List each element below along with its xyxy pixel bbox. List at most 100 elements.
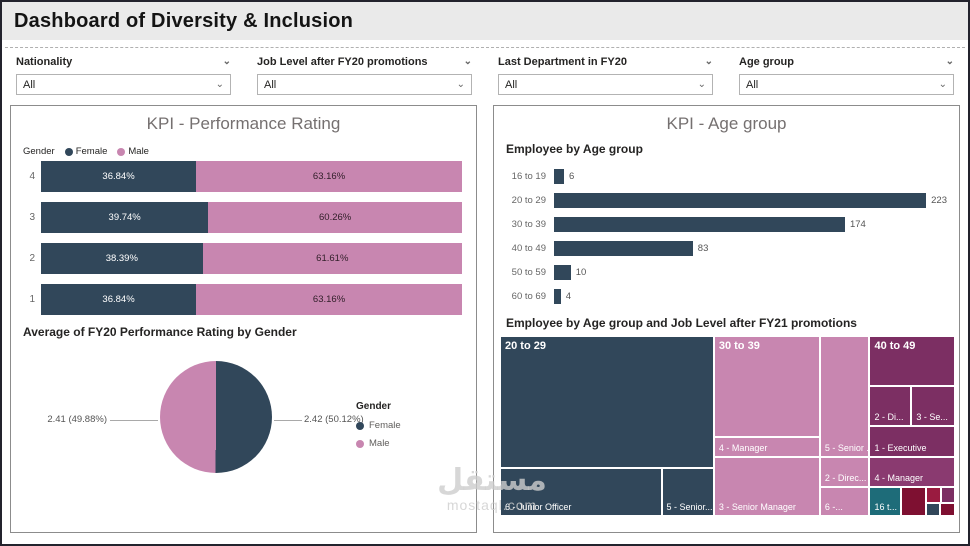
treemap-tile-label: 40 to 49 — [874, 340, 916, 352]
legend-male-label: Male — [128, 146, 149, 157]
treemap-tile[interactable]: 6 - Junior Officer — [500, 468, 662, 516]
chevron-down-icon[interactable]: ⌄ — [222, 56, 231, 67]
stacked-bar-row: 2 38.39% 61.61% — [19, 243, 462, 274]
slicer-nationality: Nationality ⌄ All ⌄ — [16, 56, 231, 95]
male-segment[interactable]: 60.26% — [208, 202, 462, 233]
treemap-tile[interactable]: 3 - Senior Manager — [713, 456, 820, 516]
female-segment[interactable]: 38.39% — [41, 243, 203, 274]
age-bar[interactable] — [554, 168, 565, 184]
stacked-bar-row: 3 39.74% 60.26% — [19, 202, 462, 233]
treemap-tile[interactable] — [901, 487, 926, 516]
treemap-tile[interactable]: 2 - Di... — [869, 386, 912, 426]
treemap-tile[interactable]: 2 - Direc... — [819, 456, 870, 488]
male-segment[interactable]: 63.16% — [196, 284, 462, 315]
age-bar[interactable] — [554, 288, 561, 304]
treemap-tile[interactable] — [941, 487, 955, 504]
slicer-dropdown[interactable]: All ⌄ — [739, 74, 954, 95]
age-bar-row: 40 to 49 83 — [504, 236, 947, 260]
slicer-label: Age group — [739, 56, 794, 68]
age-bar[interactable] — [554, 240, 693, 256]
bar-value-label: 223 — [931, 194, 947, 206]
pie-legend-male-label: Male — [369, 438, 390, 449]
treemap-tile[interactable]: 30 to 39 — [713, 336, 820, 437]
male-segment[interactable]: 61.61% — [202, 243, 462, 274]
dashed-separator — [5, 40, 965, 48]
pie-callout-line-right — [274, 420, 302, 421]
treemap-tile-label: 2 - Direc... — [824, 473, 867, 484]
age-bar[interactable] — [554, 216, 845, 232]
chevron-down-icon: ⌄ — [697, 78, 706, 90]
treemap-tile[interactable] — [925, 503, 941, 516]
treemap-tile[interactable]: 20 to 29 — [500, 336, 714, 469]
treemap-tile-label: 6 -... — [824, 501, 843, 512]
stacked-bar[interactable]: 38.39% 61.61% — [41, 243, 462, 274]
treemap-tile[interactable]: 4 - Manager — [713, 436, 820, 457]
treemap-tile[interactable] — [940, 503, 955, 516]
stacked-bar-row: 1 36.84% 63.16% — [19, 284, 462, 315]
legend-female-label: Female — [75, 146, 108, 157]
treemap-tile[interactable]: 40 to 49 — [869, 336, 955, 387]
age-bar[interactable] — [554, 264, 571, 280]
bar-track: 174 — [554, 216, 947, 232]
chevron-down-icon[interactable]: ⌄ — [704, 56, 713, 67]
age-bar-row: 50 to 59 10 — [504, 260, 947, 284]
chevron-down-icon[interactable]: ⌄ — [945, 56, 954, 67]
female-color-swatch — [356, 421, 364, 430]
performance-bar-chart: 4 36.84% 63.16% 3 39.74% 60.26% 2 38.39% 61.61% 1… — [19, 161, 462, 315]
treemap-tile[interactable]: 5 - Senior... — [661, 468, 714, 516]
chevron-down-icon: ⌄ — [938, 78, 947, 90]
female-segment[interactable]: 36.84% — [41, 161, 197, 192]
slicer-dropdown[interactable]: All ⌄ — [498, 74, 713, 95]
gender-legend: Gender Female Male — [23, 146, 476, 157]
slicer-dropdown[interactable]: All ⌄ — [257, 74, 472, 95]
treemap-title: Employee by Age group and Job Level afte… — [506, 316, 857, 330]
slicer-dropdown[interactable]: All ⌄ — [16, 74, 231, 95]
male-segment[interactable]: 63.16% — [196, 161, 462, 192]
panels-row: KPI - Performance Rating Gender Female M… — [2, 95, 968, 533]
treemap-tile[interactable]: 16 t... — [869, 487, 902, 516]
y-axis-label: 40 to 49 — [511, 242, 546, 254]
bar-value-label: 6 — [569, 170, 575, 182]
stacked-bar[interactable]: 39.74% 60.26% — [41, 202, 462, 233]
bar-track: 4 — [554, 288, 947, 304]
treemap-tile[interactable]: 4 - Manager — [869, 456, 955, 488]
age-bar-row: 30 to 39 174 — [504, 212, 947, 236]
y-axis-label: 1 — [29, 294, 35, 305]
treemap-tile-label: 5 - Senior ... — [824, 442, 870, 453]
chevron-down-icon[interactable]: ⌄ — [463, 56, 472, 67]
age-bar-chart-title: Employee by Age group — [506, 142, 643, 156]
stacked-bar[interactable]: 36.84% 63.16% — [41, 161, 462, 192]
pie-chart[interactable] — [160, 361, 272, 473]
age-bar[interactable] — [554, 192, 927, 208]
age-bar-row: 16 to 19 6 — [504, 164, 947, 188]
legend-item-male[interactable]: Male — [117, 146, 149, 157]
treemap-tile[interactable]: 6 -... — [819, 487, 870, 516]
pie-label-male: 2.41 (49.88%) — [47, 414, 107, 425]
legend-item-female[interactable]: Female — [64, 146, 108, 157]
page-title: Dashboard of Diversity & Inclusion — [14, 9, 354, 32]
pie-legend-item-male[interactable]: Male — [356, 438, 401, 449]
treemap-tile[interactable] — [925, 487, 942, 504]
slicer-header: Job Level after FY20 promotions ⌄ — [257, 56, 472, 68]
title-bar: Dashboard of Diversity & Inclusion — [2, 2, 968, 40]
slicer-value: All — [264, 78, 277, 91]
slicer-header: Age group ⌄ — [739, 56, 954, 68]
stacked-bar[interactable]: 36.84% 63.16% — [41, 284, 462, 315]
female-segment[interactable]: 36.84% — [41, 284, 197, 315]
y-axis-label: 4 — [29, 171, 35, 182]
pie-callout-line-left — [110, 420, 158, 421]
treemap-tile[interactable]: 1 - Executive — [869, 426, 955, 457]
y-axis-label: 20 to 29 — [511, 194, 546, 206]
female-color-swatch — [64, 147, 73, 156]
pie-legend-item-female[interactable]: Female — [356, 420, 401, 431]
treemap-tile[interactable]: 3 - Se... — [911, 386, 955, 426]
stacked-bar-row: 4 36.84% 63.16% — [19, 161, 462, 192]
slicer-label: Last Department in FY20 — [498, 56, 627, 68]
treemap-tile-label: 6 - Junior Officer — [505, 501, 572, 512]
chevron-down-icon: ⌄ — [456, 78, 465, 90]
treemap-tile[interactable]: 5 - Senior ... — [819, 336, 870, 457]
bar-track: 83 — [554, 240, 947, 256]
legend-title: Gender — [23, 146, 55, 157]
female-segment[interactable]: 39.74% — [41, 202, 209, 233]
